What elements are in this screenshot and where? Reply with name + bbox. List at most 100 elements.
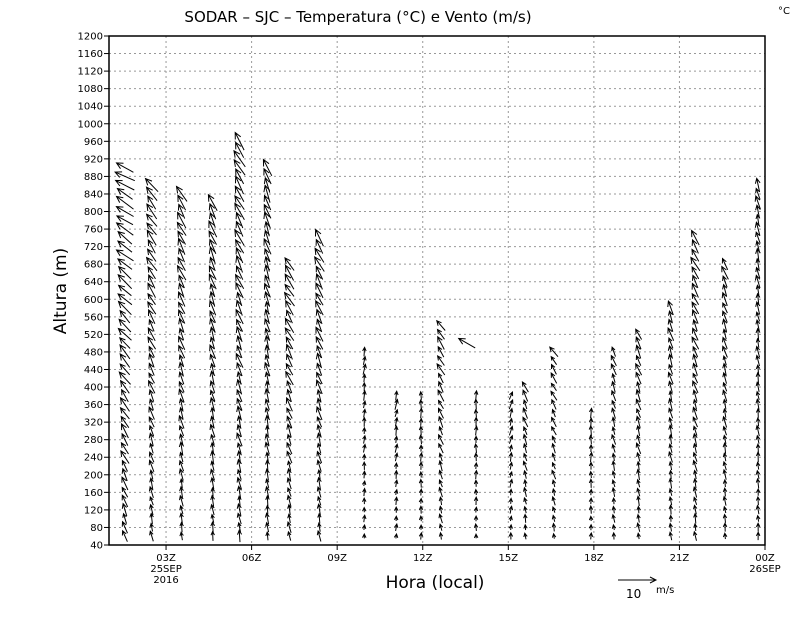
wind-vector <box>316 318 323 333</box>
wind-vector <box>722 487 728 497</box>
wind-vector <box>692 345 699 358</box>
wind-vector <box>394 522 399 531</box>
wind-vector <box>611 425 616 435</box>
wind-vector <box>179 531 184 541</box>
wind-vector <box>551 363 557 375</box>
wind-vector <box>551 532 557 539</box>
wind-vector <box>178 344 186 359</box>
wind-vector <box>119 363 131 376</box>
wind-vector <box>668 460 673 471</box>
wind-vector <box>179 433 184 446</box>
x-tick-label: 09Z <box>327 553 347 564</box>
wind-vector <box>508 434 514 444</box>
wind-vector <box>117 265 132 280</box>
wind-vector <box>284 283 295 297</box>
wind-vector <box>234 202 245 220</box>
wind-vector <box>551 398 557 410</box>
wind-vector <box>264 247 271 263</box>
wind-vector <box>235 281 244 299</box>
plot-frame <box>108 35 766 546</box>
wind-vector <box>235 211 244 229</box>
wind-vector <box>236 361 243 377</box>
wind-vector <box>611 372 616 383</box>
wind-vector <box>508 470 513 478</box>
wind-vector <box>755 231 761 244</box>
wind-vector <box>509 407 514 419</box>
x-tick-label: 00Z <box>755 553 775 564</box>
wind-vector <box>149 503 154 516</box>
wind-vector <box>178 247 185 263</box>
wind-vector <box>722 495 727 506</box>
wind-vector <box>264 220 270 237</box>
wind-vector <box>178 424 185 437</box>
wind-vector <box>178 301 186 315</box>
wind-vector <box>117 300 132 316</box>
y-axis-label: Altura (m) <box>51 248 71 334</box>
wind-vector <box>264 398 270 411</box>
wind-vector <box>394 425 399 436</box>
wind-vector <box>316 371 323 385</box>
wind-vector <box>722 345 728 358</box>
wind-vector <box>550 382 557 391</box>
wind-vector <box>286 450 293 464</box>
wind-vector <box>264 334 271 351</box>
y-tick-label: 480 <box>84 347 103 358</box>
wind-vector <box>636 434 641 445</box>
wind-vector <box>636 424 641 436</box>
wind-vector <box>722 354 727 366</box>
wind-vector <box>438 433 444 445</box>
wind-vector <box>178 467 184 481</box>
wind-vector <box>418 523 424 530</box>
wind-vector <box>611 470 616 479</box>
wind-vector <box>209 211 216 228</box>
wind-vector <box>722 522 728 532</box>
wind-vector <box>550 355 558 365</box>
wind-vector <box>362 443 367 453</box>
y-tick-label: 720 <box>84 242 103 253</box>
wind-vector <box>177 290 186 307</box>
y-tick-label: 960 <box>84 137 103 148</box>
wind-vector <box>635 328 643 340</box>
wind-vector <box>287 513 292 523</box>
y-tick-label: 1120 <box>78 67 103 78</box>
wind-vector <box>418 417 424 426</box>
wind-vector <box>209 353 216 368</box>
wind-vector <box>209 282 216 298</box>
wind-vector <box>121 476 129 491</box>
wind-vector <box>121 486 129 498</box>
wind-vector <box>236 318 244 332</box>
wind-vector <box>361 479 367 487</box>
wind-vector <box>636 468 641 481</box>
wind-vector <box>611 513 616 523</box>
wind-vector <box>523 478 528 488</box>
wind-vector <box>523 486 528 498</box>
wind-vector <box>286 476 292 490</box>
wind-vector <box>176 221 187 236</box>
wind-vector <box>234 185 245 202</box>
reference-vector: 10 m/s <box>618 576 674 601</box>
wind-vector <box>473 416 479 427</box>
wind-vector <box>754 274 761 289</box>
wind-vector <box>508 523 513 531</box>
wind-vector <box>285 343 293 360</box>
wind-vector <box>121 459 128 472</box>
wind-vector <box>179 477 184 489</box>
wind-vector <box>235 175 244 195</box>
wind-vector <box>755 522 761 532</box>
wind-vector <box>209 326 216 342</box>
wind-vector <box>588 417 594 427</box>
wind-vector <box>692 406 698 420</box>
wind-vector <box>120 441 129 455</box>
wind-vector <box>235 254 243 273</box>
wind-vector <box>438 513 443 524</box>
wind-vector <box>237 521 242 533</box>
wind-vector <box>550 390 558 401</box>
wind-vector <box>635 415 641 429</box>
wind-vector <box>210 460 215 471</box>
wind-vector <box>235 141 245 158</box>
wind-vector <box>178 361 185 377</box>
wind-vector <box>636 460 641 471</box>
wind-vector <box>149 424 155 437</box>
wind-vector <box>117 293 133 306</box>
